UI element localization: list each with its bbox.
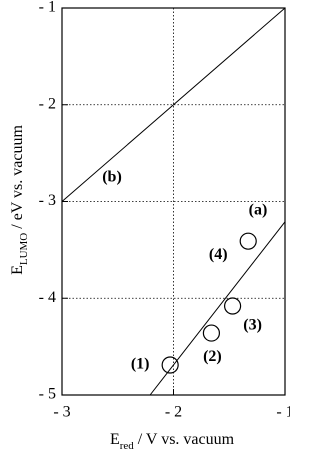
x-axis-label-rest: / V vs. vacuum <box>134 431 235 448</box>
y-tick-label: - 3 <box>39 192 56 209</box>
x-tick-label: - 1 <box>276 404 290 421</box>
y-tick-label: - 1 <box>39 0 56 16</box>
point <box>239 232 257 250</box>
x-tick-label: - 3 <box>53 404 70 421</box>
point <box>202 324 221 342</box>
y-tick-label: - 4 <box>39 289 56 306</box>
point-label: (2) <box>203 348 222 365</box>
y-axis-label-rest: / eV vs. vacuum <box>9 125 26 233</box>
y-axis-label-sub: LUMO <box>18 233 30 265</box>
fit-line <box>61 7 286 202</box>
x-axis-label-sub: red <box>120 440 135 452</box>
line-label: (a) <box>249 202 268 219</box>
x-tick-label: - 2 <box>165 404 182 421</box>
x-axis-label: Ered / V vs. vacuum <box>110 431 235 452</box>
point <box>161 356 179 374</box>
point-label: (4) <box>209 246 228 263</box>
point-label: (3) <box>243 317 262 334</box>
x-axis-label-main: E <box>110 431 120 448</box>
chart: - 3 - 2 - 1 - 5 - 4 - 3 - 2 - 1 Ered / V vs. vac… <box>9 0 290 452</box>
fit-line <box>149 221 286 396</box>
point <box>223 297 242 315</box>
y-tick-label: - 5 <box>39 386 56 403</box>
point-label: (1) <box>131 356 150 373</box>
y-axis-label-main: E <box>9 265 26 275</box>
line-label: (b) <box>102 169 122 186</box>
y-axis-label: ELUMO / eV vs. vacuum <box>9 125 30 275</box>
y-tick-label: - 2 <box>39 95 56 112</box>
